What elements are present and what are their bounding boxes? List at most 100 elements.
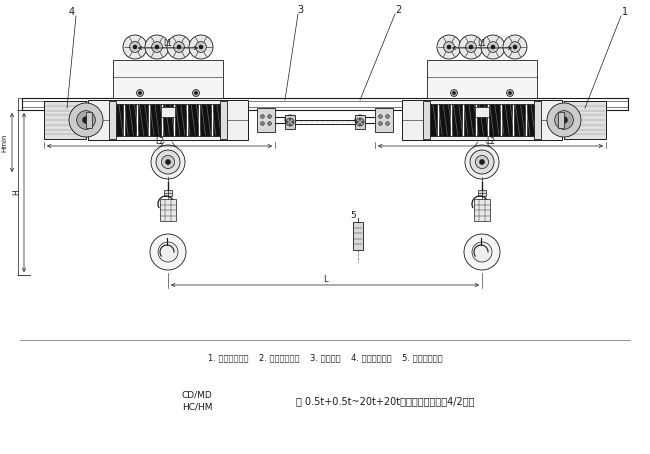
Circle shape	[69, 103, 103, 137]
Bar	[478, 190, 486, 196]
Bar	[113, 60, 223, 98]
Circle shape	[287, 121, 289, 123]
Circle shape	[385, 122, 389, 125]
Circle shape	[133, 45, 137, 49]
Circle shape	[465, 145, 499, 179]
Circle shape	[289, 123, 291, 125]
Circle shape	[199, 45, 203, 49]
Circle shape	[554, 111, 573, 129]
Bar	[353, 222, 363, 250]
Circle shape	[465, 42, 476, 52]
Bar	[534, 101, 541, 139]
Text: L2: L2	[486, 138, 495, 147]
Circle shape	[286, 118, 294, 126]
Circle shape	[450, 89, 458, 97]
Bar	[160, 199, 176, 221]
Circle shape	[363, 119, 365, 121]
Circle shape	[379, 122, 382, 125]
Circle shape	[481, 35, 505, 59]
Circle shape	[194, 92, 198, 94]
Text: 1: 1	[622, 7, 628, 17]
Circle shape	[459, 35, 483, 59]
Circle shape	[291, 122, 292, 124]
Circle shape	[560, 117, 567, 123]
Bar	[257, 108, 275, 132]
Bar	[220, 101, 227, 139]
Circle shape	[361, 116, 363, 118]
Circle shape	[359, 123, 361, 125]
Text: L1: L1	[478, 39, 486, 49]
Text: L1: L1	[164, 39, 172, 49]
Circle shape	[513, 45, 517, 49]
Circle shape	[145, 35, 169, 59]
Circle shape	[166, 159, 170, 164]
Circle shape	[480, 159, 484, 164]
Circle shape	[361, 121, 363, 123]
Circle shape	[151, 42, 162, 52]
Text: 4: 4	[69, 7, 75, 17]
Circle shape	[167, 35, 191, 59]
Text: 5: 5	[350, 211, 356, 219]
Circle shape	[177, 45, 181, 49]
Circle shape	[356, 119, 358, 121]
Bar	[427, 60, 537, 98]
Circle shape	[452, 92, 456, 94]
Circle shape	[358, 122, 359, 124]
Circle shape	[150, 234, 186, 270]
Circle shape	[129, 42, 140, 52]
Circle shape	[357, 121, 358, 123]
Circle shape	[261, 115, 265, 118]
Bar	[88, 100, 248, 140]
Bar	[86, 112, 92, 128]
Circle shape	[156, 150, 180, 174]
Bar	[109, 101, 116, 139]
Circle shape	[443, 42, 454, 52]
Circle shape	[158, 242, 178, 262]
Circle shape	[359, 118, 361, 120]
Circle shape	[472, 242, 492, 262]
Circle shape	[192, 89, 200, 97]
Bar	[164, 190, 172, 196]
Circle shape	[155, 45, 159, 49]
Text: L2: L2	[155, 138, 164, 147]
Text: 1. 正相电动葫芦    2. 同步机械齿轮    3. 连接装置    4. 左相电动葫芦    5. 同步电气控制: 1. 正相电动葫芦 2. 同步机械齿轮 3. 连接装置 4. 左相电动葫芦 5.…	[208, 354, 442, 362]
Circle shape	[355, 115, 365, 125]
Circle shape	[470, 150, 494, 174]
Circle shape	[356, 118, 364, 126]
Circle shape	[379, 115, 382, 118]
Text: 3: 3	[297, 5, 303, 15]
Circle shape	[268, 115, 271, 118]
Circle shape	[506, 89, 514, 97]
Text: H: H	[12, 190, 21, 195]
Circle shape	[437, 35, 461, 59]
Circle shape	[447, 45, 451, 49]
Bar	[355, 115, 365, 129]
Bar	[423, 101, 430, 139]
Circle shape	[268, 122, 271, 125]
Circle shape	[385, 115, 389, 118]
Circle shape	[503, 35, 527, 59]
Bar	[285, 115, 295, 129]
Text: 型 0.5t+0.5t~20t+20t双等点电动葫芦（4/2继）: 型 0.5t+0.5t~20t+20t双等点电动葫芦（4/2继）	[296, 396, 474, 406]
Circle shape	[174, 42, 185, 52]
Bar	[430, 104, 534, 136]
Text: L: L	[322, 276, 328, 285]
Circle shape	[292, 121, 293, 123]
Circle shape	[469, 45, 473, 49]
Circle shape	[291, 116, 292, 118]
Bar	[161, 107, 175, 117]
Circle shape	[285, 115, 295, 125]
Circle shape	[358, 116, 359, 118]
Circle shape	[491, 45, 495, 49]
Circle shape	[136, 89, 144, 97]
Circle shape	[488, 42, 499, 52]
Circle shape	[289, 118, 291, 120]
Text: 2: 2	[395, 5, 401, 15]
Circle shape	[196, 42, 207, 52]
Bar	[558, 112, 564, 128]
Circle shape	[261, 122, 265, 125]
Circle shape	[464, 234, 500, 270]
Circle shape	[287, 116, 289, 118]
Circle shape	[285, 119, 287, 121]
Circle shape	[508, 92, 512, 94]
